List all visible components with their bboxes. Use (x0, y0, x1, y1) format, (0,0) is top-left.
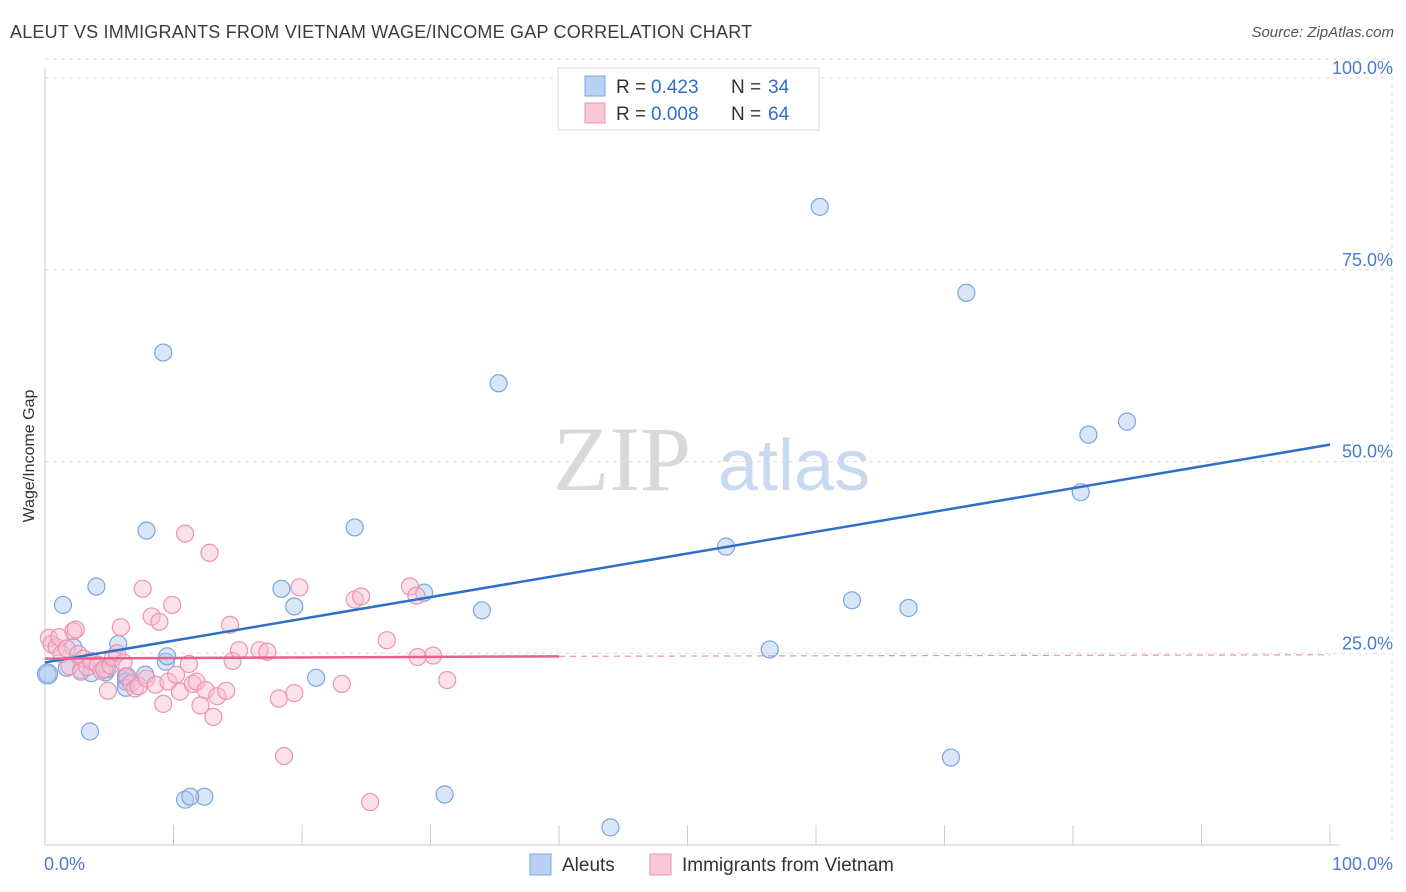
aleuts-point-24 (307, 668, 326, 687)
vietnam-point-55 (258, 642, 277, 661)
aleuts-point-20 (175, 790, 195, 809)
aleuts-point-25 (345, 518, 364, 537)
vietnam-trend-line-dashed (558, 654, 1331, 657)
legend-n-label-aleuts: N = (731, 77, 761, 98)
y-axis-label: Wage/Income Gap (21, 390, 38, 523)
aleuts-point-40 (1117, 412, 1137, 431)
aleuts-point-34 (842, 591, 862, 610)
watermark-zip: ZIP (553, 408, 691, 510)
vietnam-point-60 (377, 631, 396, 650)
chart-title: ALEUT VS IMMIGRANTS FROM VIETNAM WAGE/IN… (10, 22, 753, 42)
vietnam-point-38 (179, 654, 199, 674)
aleuts-point-28 (472, 601, 491, 620)
aleuts-point-35 (899, 598, 918, 618)
legend-r-label-aleuts: R = (616, 77, 646, 98)
vietnam-point-17 (98, 681, 118, 700)
vietnam-point-58 (352, 587, 371, 606)
legend-n-label-vietnam: N = (731, 104, 761, 125)
aleuts-point-23 (285, 597, 304, 616)
aleuts-point-29 (489, 374, 508, 393)
bottom-legend-swatch-vietnam (649, 853, 672, 876)
aleuts-point-37 (957, 283, 976, 302)
aleuts-point-18 (157, 647, 177, 666)
aleuts-point-41 (154, 343, 173, 362)
legend-r-value-aleuts: 0.423 (651, 77, 699, 98)
vietnam-point-42 (196, 680, 215, 700)
aleuts-point-5 (80, 722, 100, 741)
vietnam-point-32 (154, 694, 173, 713)
vietnam-point-49 (229, 641, 249, 660)
series-legend: Aleuts Immigrants from Vietnam (529, 853, 894, 876)
y-tick-label-25: 25.0% (1342, 633, 1393, 653)
vietnam-point-43 (200, 543, 219, 562)
legend-r-label-vietnam: R = (616, 104, 646, 125)
aleuts-point-36 (941, 748, 961, 767)
vietnam-point-51 (274, 746, 294, 766)
legend-r-value-vietnam: 0.008 (651, 104, 699, 125)
vietnam-point-27 (133, 579, 152, 598)
y-tick-label-100: 100.0% (1332, 58, 1393, 78)
chart-source: Source: ZipAtlas.com (1251, 24, 1394, 41)
vietnam-point-53 (290, 578, 309, 597)
vietnam-points (39, 524, 457, 812)
stats-legend: R = 0.423 N = 34 R = 0.008 N = 64 (557, 67, 820, 131)
vietnam-point-59 (361, 792, 380, 812)
x-tick-label-100: 100.0% (1332, 854, 1393, 874)
vietnam-trend-line (44, 655, 560, 660)
aleuts-point-7 (87, 577, 106, 596)
vietnam-point-5 (57, 639, 76, 658)
vietnam-point-35 (166, 665, 186, 684)
aleuts-point-1 (53, 595, 73, 615)
aleuts-point-22 (272, 579, 291, 598)
watermark-atlas: atlas (718, 426, 870, 506)
bottom-legend-label-aleuts: Aleuts (562, 855, 615, 876)
legend-swatch-vietnam (584, 102, 606, 124)
vietnam-point-56 (332, 674, 351, 694)
aleuts-point-27 (435, 785, 454, 804)
vietnam-point-50 (269, 689, 288, 708)
aleuts-point-32 (760, 640, 779, 659)
vietnam-point-8 (66, 620, 85, 639)
aleuts-point-30 (601, 818, 620, 837)
x-tick-label-0: 0.0% (44, 854, 85, 874)
vietnam-point-37 (175, 524, 195, 543)
legend-n-value-vietnam: 64 (768, 104, 790, 125)
vietnam-point-46 (217, 681, 236, 700)
aleuts-point-15 (137, 521, 156, 540)
vietnam-point-45 (208, 687, 227, 706)
aleuts-point-edge (36, 663, 59, 685)
tick-labels: 25.0% 50.0% 75.0% 100.0% 0.0% 100.0% (44, 58, 1393, 874)
aleuts-trend-line (44, 443, 1331, 664)
vietnam-point-65 (438, 670, 457, 690)
trend-lines (44, 443, 1331, 664)
bottom-legend-label-vietnam: Immigrants from Vietnam (682, 855, 894, 876)
aleuts-points (36, 197, 1137, 837)
vietnam-point-52 (285, 684, 304, 703)
vietnam-point-34 (163, 595, 182, 615)
y-tick-label-50: 50.0% (1342, 442, 1393, 462)
legend-swatch-aleuts (584, 75, 606, 97)
vietnam-point-63 (423, 646, 443, 665)
vietnam-point-61 (400, 577, 420, 596)
aleuts-point-19 (195, 787, 214, 806)
aleuts-point-21 (181, 787, 200, 806)
bottom-legend-swatch-aleuts (529, 853, 552, 876)
axes (44, 68, 1340, 846)
aleuts-point-33 (810, 197, 829, 216)
y-tick-label-75: 75.0% (1342, 250, 1393, 270)
vietnam-point-28 (137, 669, 156, 688)
grid (45, 58, 1393, 845)
legend-n-value-aleuts: 34 (768, 77, 790, 98)
vietnam-point-44 (204, 707, 223, 727)
vietnam-point-31 (150, 612, 169, 631)
aleuts-point-39 (1079, 425, 1098, 444)
vietnam-point-21 (111, 618, 130, 637)
vietnam-point-33 (159, 672, 178, 691)
